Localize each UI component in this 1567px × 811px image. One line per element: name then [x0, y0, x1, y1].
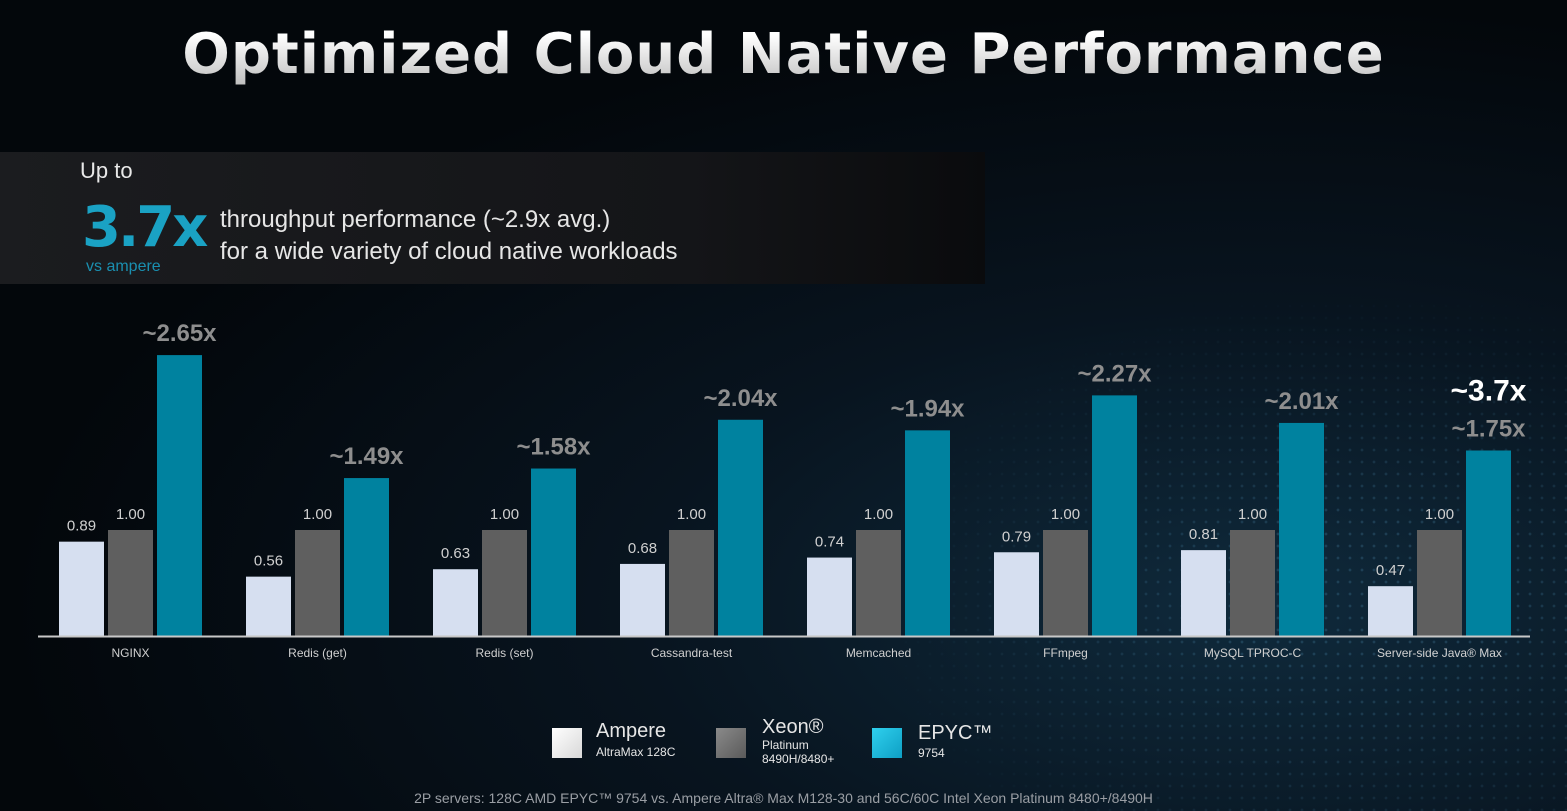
data-label-ampere-ffmpeg: 0.79: [1002, 528, 1031, 545]
bar-epyc-mysql-tproc-c: [1279, 422, 1324, 636]
summary-banner: [0, 152, 985, 284]
bar-ampere-cassandra-test: [620, 563, 665, 636]
category-label-nginx: NGINX: [111, 646, 149, 660]
legend-label-xeon: Xeon®: [762, 716, 824, 738]
category-label-redis-get: Redis (get): [288, 646, 347, 660]
data-label-ampere-mysql-tproc-c: 0.81: [1189, 526, 1218, 543]
data-label-xeon-nginx: 1.00: [116, 506, 145, 523]
bar-epyc-redis-set: [531, 468, 576, 636]
labels-group: 0.89 1.00 ~2.65x NGINX 0.56 1.00 ~1.49x Redis (…: [67, 320, 1527, 660]
bar-ampere-redis-get: [246, 576, 291, 636]
category-label-redis-set: Redis (set): [475, 646, 533, 660]
data-label-ampere-nginx: 0.89: [67, 518, 96, 535]
bar-epyc-redis-get: [344, 478, 389, 636]
bar-xeon-memcached: [856, 530, 901, 636]
bar-xeon-cassandra-test: [669, 530, 714, 636]
legend-swatch-ampere: [552, 728, 582, 758]
data-label-xeon-server-side-java-max: 1.00: [1425, 506, 1454, 523]
category-label-ffmpeg: FFmpeg: [1043, 646, 1088, 660]
data-label-epyc-redis-get: ~1.49x: [329, 443, 404, 470]
legend-swatch-epyc: [872, 728, 902, 758]
data-label-epyc-mysql-tproc-c: ~2.01x: [1264, 388, 1339, 415]
data-label-epyc-memcached: ~1.94x: [890, 395, 965, 422]
bar-xeon-mysql-tproc-c: [1230, 530, 1275, 636]
bar-xeon-redis-get: [295, 530, 340, 636]
footnote: 2P servers: 128C AMD EPYC™ 9754 vs. Ampe…: [414, 790, 1153, 806]
data-label-ampere-cassandra-test: 0.68: [628, 540, 657, 557]
data-label-epyc-cassandra-test: ~2.04x: [703, 385, 778, 412]
data-label-epyc-ffmpeg: ~2.27x: [1077, 360, 1152, 387]
bar-ampere-ffmpeg: [994, 552, 1039, 636]
data-label-xeon-redis-get: 1.00: [303, 506, 332, 523]
data-label-ampere-redis-get: 0.56: [254, 553, 283, 570]
banner-line-2: for a wide variety of cloud native workl…: [220, 238, 678, 265]
legend-label-ampere: Ampere: [596, 720, 667, 742]
data-label-xeon-ffmpeg: 1.00: [1051, 506, 1080, 523]
bar-ampere-memcached: [807, 557, 852, 636]
bar-epyc-server-side-java-max: [1466, 450, 1511, 636]
bar-ampere-redis-set: [433, 569, 478, 636]
page-title: Optimized Cloud Native Performance: [0, 22, 1567, 87]
data-label-ampere-server-side-java-max: 0.47: [1376, 562, 1405, 579]
legend-sub-xeon-1: Platinum: [762, 738, 809, 752]
bar-epyc-memcached: [905, 430, 950, 636]
bars-group: [59, 355, 1511, 636]
banner-headline-value: 3.7x: [82, 195, 208, 260]
bar-xeon-nginx: [108, 530, 153, 636]
data-label-epyc-redis-set: ~1.58x: [516, 434, 591, 461]
data-label-xeon-mysql-tproc-c: 1.00: [1238, 506, 1267, 523]
annotation-server-side-java-max: ~3.7x: [1451, 375, 1527, 408]
bar-ampere-mysql-tproc-c: [1181, 550, 1226, 636]
bar-ampere-server-side-java-max: [1368, 586, 1413, 636]
data-label-ampere-memcached: 0.74: [815, 534, 844, 551]
bar-ampere-nginx: [59, 541, 104, 636]
legend-sub-xeon-2: 8490H/8480+: [762, 752, 835, 766]
data-label-ampere-redis-set: 0.63: [441, 545, 470, 562]
category-label-memcached: Memcached: [846, 646, 911, 660]
data-label-xeon-memcached: 1.00: [864, 506, 893, 523]
category-label-server-side-java-max: Server-side Java® Max: [1377, 646, 1502, 660]
data-label-xeon-cassandra-test: 1.00: [677, 506, 706, 523]
category-label-mysql-tproc-c: MySQL TPROC-C: [1204, 646, 1302, 660]
legend-sub-epyc: 9754: [918, 746, 945, 760]
legend-swatch-xeon: [716, 728, 746, 758]
bar-xeon-redis-set: [482, 530, 527, 636]
banner-headline-sub: vs ampere: [86, 258, 161, 275]
bar-epyc-ffmpeg: [1092, 395, 1137, 636]
data-label-xeon-redis-set: 1.00: [490, 506, 519, 523]
bar-xeon-server-side-java-max: [1417, 530, 1462, 636]
banner-up-to: Up to: [80, 158, 133, 183]
legend-label-epyc: EPYC™: [918, 722, 993, 744]
bar-epyc-nginx: [157, 355, 202, 636]
bar-epyc-cassandra-test: [718, 419, 763, 636]
bar-xeon-ffmpeg: [1043, 530, 1088, 636]
category-label-cassandra-test: Cassandra-test: [651, 646, 733, 660]
banner-line-1: throughput performance (~2.9x avg.): [220, 206, 611, 233]
data-label-epyc-server-side-java-max: ~1.75x: [1451, 416, 1526, 443]
data-label-epyc-nginx: ~2.65x: [142, 320, 217, 347]
legend-sub-ampere: AltraMax 128C: [596, 745, 676, 759]
